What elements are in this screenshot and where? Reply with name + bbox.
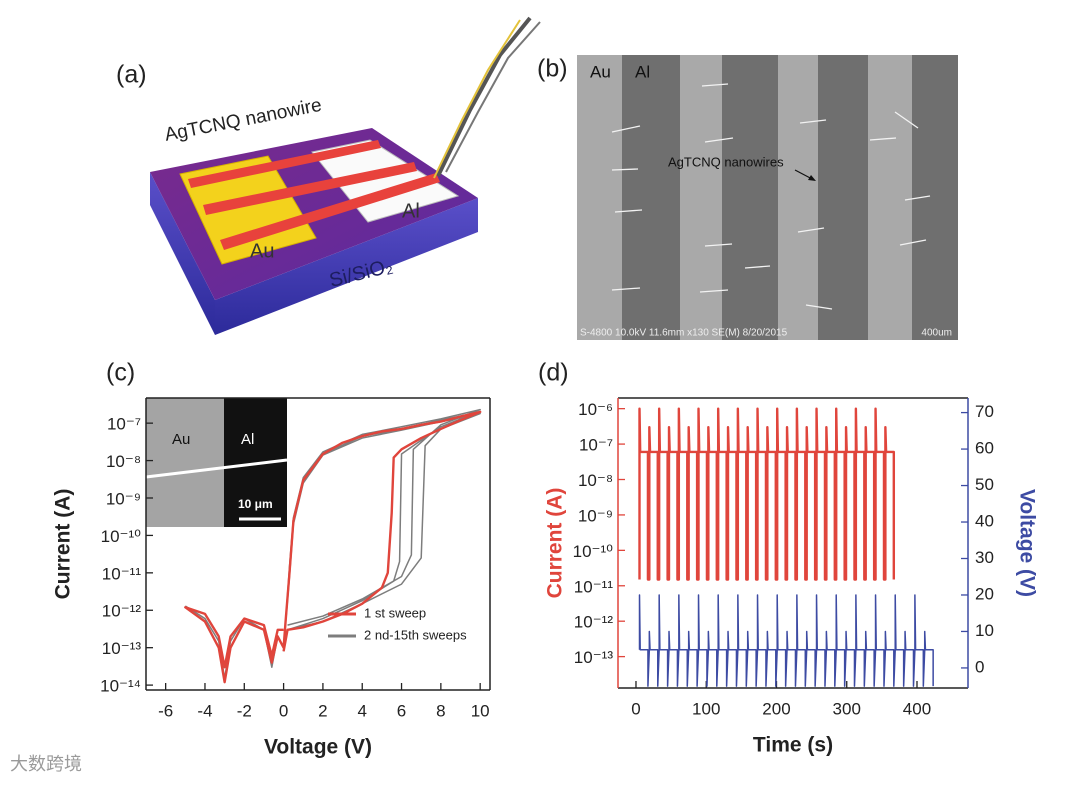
y-tick-label: 10⁻⁸ (578, 471, 613, 490)
y-tick-label: 10⁻¹² (574, 613, 614, 632)
al-stripe (622, 55, 680, 340)
x-tick-label: 10 (471, 701, 490, 720)
y-tick-label: 10⁻¹¹ (102, 564, 142, 583)
x-axis-label: Time (s) (753, 734, 833, 757)
y-tick-label: 10⁻⁸ (106, 452, 141, 471)
arrow-head (808, 175, 816, 181)
series-line (638, 407, 896, 581)
y-tick-label: 10⁻¹⁰ (573, 542, 614, 561)
x-tick-label: 300 (833, 699, 861, 718)
sem-image: Au Al AgTCNQ nanowires S-4800 10.0kV 11.… (577, 55, 958, 340)
x-tick-label: 200 (762, 699, 790, 718)
al-label: Al (402, 200, 420, 222)
y2-tick-label: 30 (975, 548, 994, 567)
y-tick-label: 10⁻¹⁴ (100, 677, 141, 696)
al-stripe (722, 55, 778, 340)
y2-tick-label: 40 (975, 512, 994, 531)
y2-tick-label: 20 (975, 584, 994, 603)
scale-label: 400um (921, 328, 952, 339)
series-line (638, 594, 934, 687)
x-tick-label: 100 (692, 699, 720, 718)
nanowire-label: AgTCNQ nanowire (163, 95, 324, 146)
x-tick-label: 8 (436, 701, 445, 720)
scale-label: 10 μm (238, 497, 273, 511)
al-electrode (311, 139, 460, 223)
probe-wire (433, 19, 521, 179)
y2-axis-label: Voltage (V) (1015, 489, 1038, 597)
legend-label: 2 nd-15th sweeps (364, 627, 467, 642)
x-tick-label: -2 (237, 701, 252, 720)
device-illustration: AgTCNQ nanowire Au Al Si/SiO₂ (150, 16, 541, 335)
y-tick-label: 10⁻⁹ (106, 489, 141, 508)
annotation: AgTCNQ nanowires (668, 154, 784, 169)
y2-tick-label: 60 (975, 439, 994, 458)
x-tick-label: -4 (197, 701, 212, 720)
y2-tick-label: 50 (975, 475, 994, 494)
x-axis-label: Voltage (V) (264, 736, 372, 759)
probe (436, 16, 532, 177)
nanowire (203, 162, 417, 215)
inset: Au Al 10 μm (145, 398, 288, 527)
panel-label: (b) (537, 55, 568, 83)
x-tick-label: 4 (357, 701, 366, 720)
sem-info: S-4800 10.0kV 11.6mm x130 SE(M) 8/20/201… (580, 328, 788, 339)
nanowire (220, 173, 440, 250)
x-tick-label: 400 (903, 699, 931, 718)
x-tick-label: 2 (318, 701, 327, 720)
x-tick-label: 0 (631, 699, 640, 718)
y-tick-label: 10⁻¹³ (574, 648, 614, 667)
inset-au (146, 398, 224, 527)
y-tick-label: 10⁻⁷ (579, 436, 613, 455)
al-stripe (818, 55, 868, 340)
inset-au-label: Au (172, 431, 190, 448)
probe (445, 21, 541, 173)
substrate-side (150, 172, 215, 335)
y2-tick-label: 70 (975, 402, 994, 421)
panel-label: (a) (116, 61, 147, 89)
watermark: 大数跨境 (10, 754, 82, 774)
legend-label: 1 st sweep (364, 605, 426, 620)
y2-tick-label: 0 (975, 657, 984, 676)
x-tick-label: 0 (279, 701, 288, 720)
y2-tick-label: 10 (975, 621, 994, 640)
inset-nanowire (145, 458, 288, 479)
y-tick-label: 10⁻⁹ (578, 506, 613, 525)
substrate-side (215, 198, 478, 335)
nanowire (188, 140, 381, 188)
y-axis-label: Current (A) (544, 488, 567, 599)
series-line (184, 410, 482, 684)
panel-label: (c) (106, 359, 135, 387)
y-tick-label: 10⁻¹⁰ (101, 527, 142, 546)
y-tick-label: 10⁻¹³ (102, 639, 142, 658)
y-tick-label: 10⁻¹¹ (574, 577, 614, 596)
al-label: Al (635, 62, 650, 81)
y-tick-label: 10⁻⁶ (578, 400, 613, 419)
y-axis-label: Current (A) (52, 489, 75, 600)
au-label: Au (590, 62, 611, 81)
y-tick-label: 10⁻¹² (102, 602, 142, 621)
y-tick-label: 10⁻⁷ (107, 415, 141, 434)
x-tick-label: 6 (397, 701, 406, 720)
x-tick-label: -6 (158, 701, 173, 720)
panel-label: (d) (538, 359, 569, 387)
nanowires (611, 83, 931, 310)
inset-al-label: Al (241, 431, 254, 448)
au-label: Au (250, 240, 274, 262)
